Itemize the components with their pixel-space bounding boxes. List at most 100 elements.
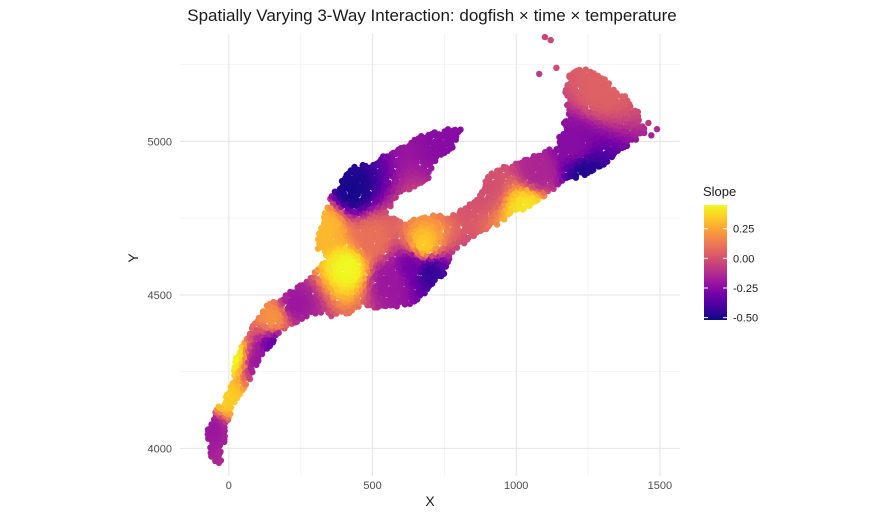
- data-point: [351, 266, 358, 273]
- data-point: [393, 293, 400, 301]
- data-point: [354, 297, 362, 304]
- data-point: [478, 196, 486, 203]
- data-point: [338, 262, 345, 269]
- data-point: [382, 209, 389, 216]
- data-point: [536, 70, 543, 78]
- data-point: [270, 337, 277, 344]
- data-point: [645, 119, 652, 127]
- legend-colorbar: [704, 205, 727, 320]
- y-tick-label: 4000: [148, 443, 172, 455]
- data-point: [586, 109, 593, 116]
- data-point: [423, 274, 431, 281]
- data-point: [375, 238, 382, 245]
- y-axis-title: Y: [125, 253, 141, 263]
- data-point: [351, 163, 358, 171]
- data-point: [385, 179, 392, 186]
- data-point: [653, 126, 661, 133]
- data-point: [613, 90, 620, 97]
- data-point: [605, 80, 613, 87]
- legend-tick-label: -0.50: [733, 313, 758, 325]
- data-point: [624, 97, 631, 104]
- data-point: [366, 190, 373, 198]
- data-point: [379, 248, 386, 255]
- data-point: [337, 233, 345, 240]
- data-point: [457, 126, 464, 133]
- data-point: [623, 142, 631, 149]
- data-point: [640, 125, 648, 132]
- data-point: [582, 167, 589, 175]
- data-point: [582, 72, 589, 79]
- data-points: [204, 33, 661, 466]
- data-point: [354, 182, 362, 189]
- data-point: [323, 278, 330, 285]
- data-point: [453, 244, 461, 251]
- legend: Slope 0.25 0.00 -0.25 -0.50: [703, 184, 758, 325]
- data-point: [596, 155, 603, 163]
- data-point: [248, 366, 255, 373]
- legend-title: Slope: [703, 184, 736, 199]
- data-point: [221, 433, 228, 440]
- data-point: [242, 381, 250, 388]
- data-point: [465, 234, 472, 242]
- data-point: [413, 267, 420, 274]
- x-tick-label: 0: [226, 480, 232, 492]
- data-point: [293, 318, 301, 325]
- data-point: [227, 404, 235, 411]
- legend-tick-label: -0.25: [733, 283, 758, 295]
- data-point: [627, 103, 634, 110]
- data-point: [434, 218, 442, 225]
- x-tick-label: 1500: [648, 480, 672, 492]
- data-point: [392, 194, 399, 201]
- legend-tick-label: 0.25: [733, 224, 754, 236]
- data-point: [365, 219, 372, 227]
- data-point: [327, 204, 334, 211]
- data-point: [421, 219, 428, 226]
- data-point: [571, 86, 579, 94]
- data-point: [451, 212, 458, 220]
- data-point: [438, 214, 446, 221]
- y-tick-label: 4500: [148, 290, 172, 302]
- data-point: [501, 216, 508, 223]
- x-axis-title: X: [425, 493, 435, 509]
- data-point: [282, 292, 289, 299]
- data-point: [396, 218, 404, 226]
- chart-title: Spatially Varying 3-Way Interaction: dog…: [187, 6, 676, 25]
- data-point: [428, 165, 435, 172]
- x-tick-label: 1000: [504, 480, 528, 492]
- data-point: [365, 249, 373, 256]
- x-axis-ticks: 0 500 1000 1500: [226, 480, 672, 492]
- data-point: [572, 172, 580, 179]
- data-point: [482, 212, 489, 220]
- data-point: [393, 238, 401, 245]
- data-point: [506, 182, 514, 190]
- data-point: [265, 307, 273, 315]
- data-point: [399, 171, 406, 178]
- data-point: [613, 98, 620, 105]
- data-point: [547, 36, 554, 44]
- data-point: [310, 279, 317, 286]
- data-point: [648, 132, 655, 139]
- data-point: [227, 410, 234, 418]
- data-point: [520, 204, 528, 212]
- data-point: [217, 448, 224, 455]
- data-point: [275, 329, 282, 336]
- data-point: [601, 76, 608, 83]
- data-point: [440, 270, 448, 277]
- data-point: [634, 108, 642, 116]
- data-point: [241, 363, 248, 370]
- data-point: [368, 225, 376, 233]
- data-point: [269, 318, 276, 326]
- data-point: [383, 214, 391, 221]
- legend-ticks: 0.25 0.00 -0.25 -0.50: [704, 224, 758, 325]
- data-point: [623, 115, 630, 122]
- data-point: [302, 310, 310, 318]
- data-point: [261, 323, 269, 330]
- data-point: [406, 236, 414, 244]
- y-tick-label: 5000: [148, 136, 172, 148]
- data-point: [541, 33, 549, 41]
- x-tick-label: 500: [363, 480, 381, 492]
- data-point: [217, 457, 225, 464]
- data-point: [349, 288, 356, 295]
- data-point: [447, 138, 455, 145]
